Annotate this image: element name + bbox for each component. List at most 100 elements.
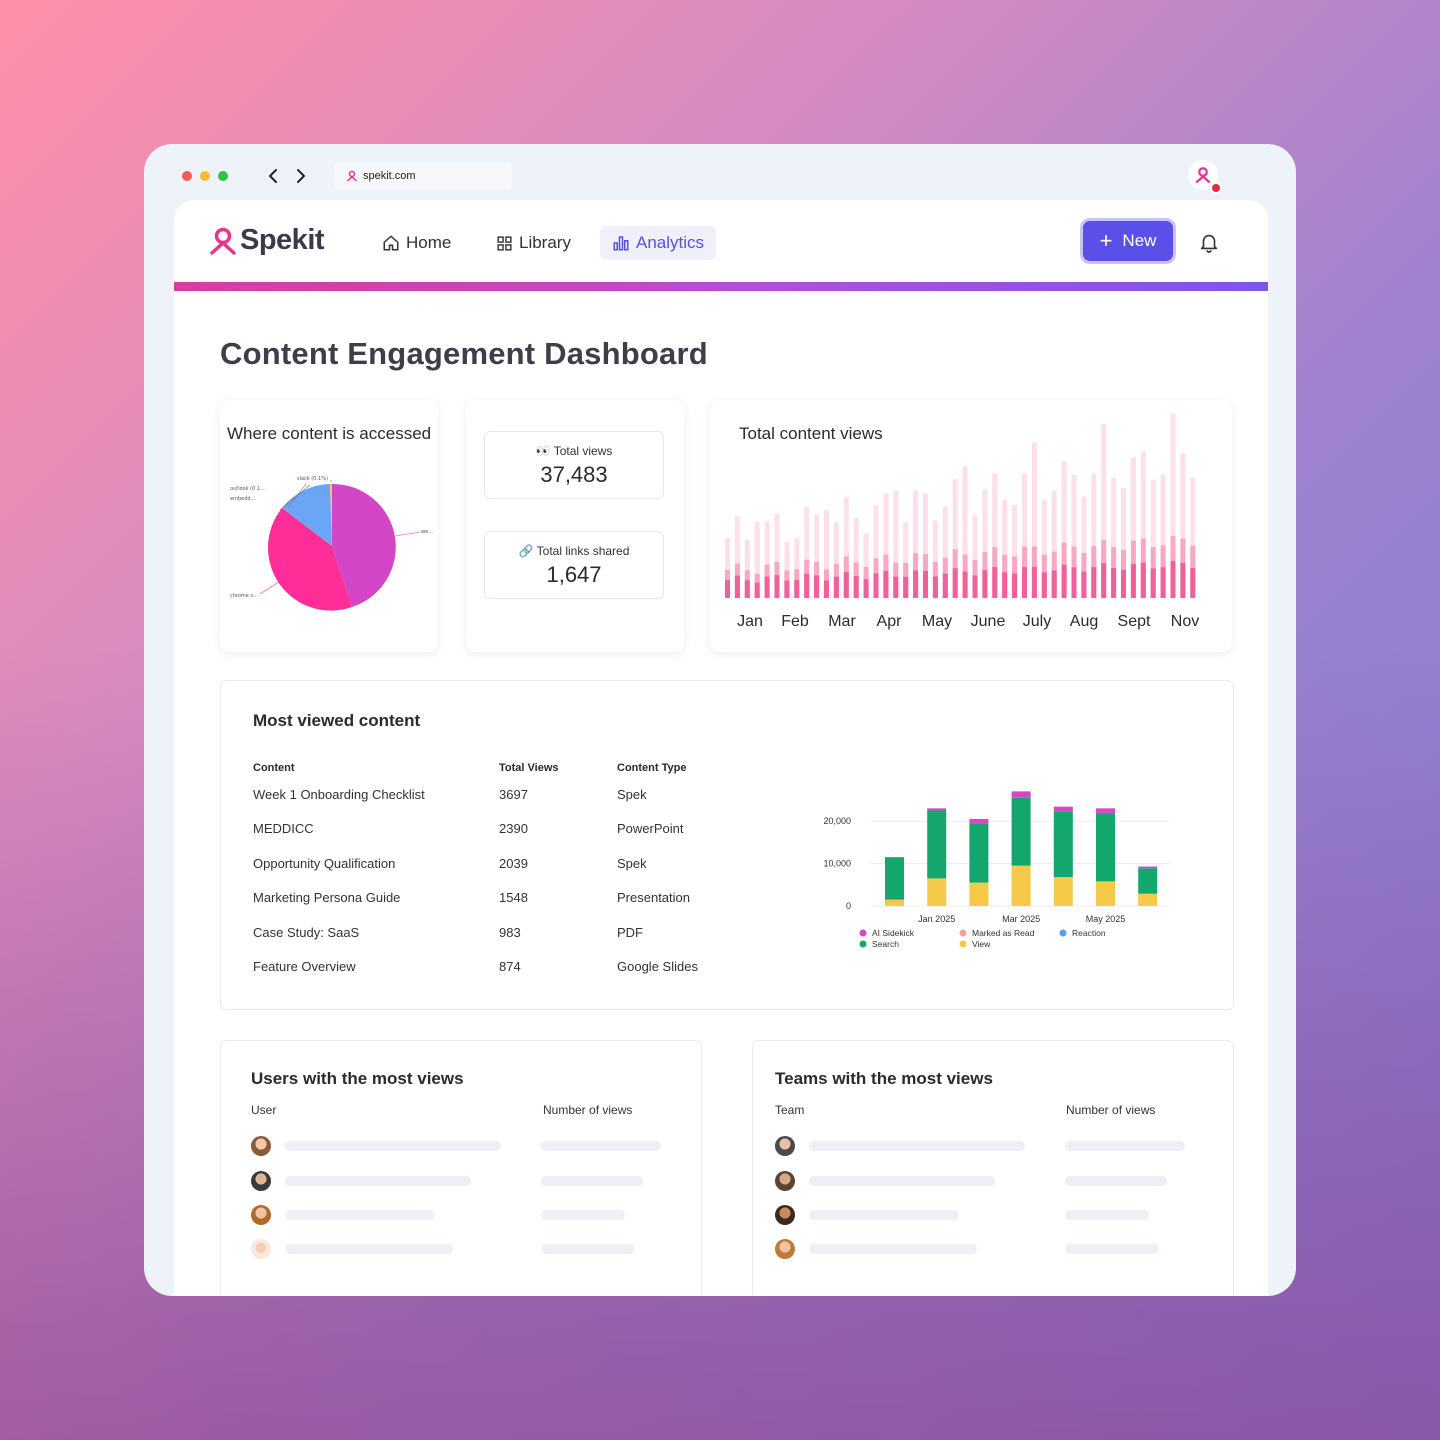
avatar[interactable] — [775, 1239, 795, 1259]
y-tick-label: 10,000 — [823, 859, 851, 869]
avatar[interactable] — [251, 1239, 271, 1259]
legend-swatch — [959, 940, 967, 948]
views-bar-background — [1022, 473, 1027, 598]
pie-slice-web — [332, 483, 396, 607]
back-arrow-icon[interactable] — [264, 164, 284, 188]
table-row[interactable]: Week 1 Onboarding Checklist 3697 Spek — [253, 786, 647, 802]
placeholder-bar — [285, 1176, 471, 1186]
views-bar-foreground — [764, 576, 770, 598]
stacked-bar-segment-view — [1053, 877, 1073, 906]
nav-home[interactable]: Home — [370, 226, 463, 260]
views-bar-foreground — [843, 571, 849, 598]
stacked-bar-segment-search — [1138, 868, 1158, 894]
views-bar-background — [1012, 505, 1018, 598]
top-navigation: Spekit Home Library Analytics + New — [174, 200, 1268, 288]
legend-label: Reaction — [1072, 928, 1106, 938]
placeholder-bar — [1065, 1176, 1167, 1186]
stacked-bar-segment-ai-sidekick — [1053, 806, 1073, 812]
views-bar-foreground — [952, 568, 958, 598]
col-content-type: Content Type — [617, 762, 687, 774]
placeholder-bar — [541, 1141, 661, 1151]
views-bar-background — [833, 522, 839, 598]
url-text: spekit.com — [363, 170, 416, 182]
maximize-window-dot[interactable] — [218, 171, 228, 181]
col-content: Content — [253, 762, 295, 774]
table-header: Content Total Views Content Type — [253, 759, 737, 777]
nav-analytics[interactable]: Analytics — [600, 226, 717, 260]
x-tick-label: Jan 2025 — [918, 914, 955, 924]
bell-icon[interactable] — [1198, 230, 1220, 259]
views-bar-background — [824, 510, 829, 598]
total-views-chart-title: Total content views — [739, 424, 883, 443]
close-window-dot[interactable] — [182, 171, 192, 181]
avatar[interactable] — [251, 1171, 271, 1191]
stacked-bar-segment-view — [969, 882, 989, 906]
x-tick-label: Mar 2025 — [1002, 914, 1040, 924]
new-button-label: New — [1122, 231, 1157, 250]
total-views-label: 👀 Total views — [535, 444, 613, 458]
views-bar-background — [972, 515, 978, 598]
links-shared-value: 1,647 — [546, 562, 602, 587]
table-row[interactable]: MEDDICC 2390 PowerPoint — [253, 821, 684, 837]
links-shared-stat: 🔗 Total links shared 1,647 — [484, 531, 664, 599]
spekit-logo[interactable]: Spekit — [210, 224, 325, 257]
views-bar-foreground — [794, 580, 800, 598]
links-shared-label: 🔗 Total links shared — [518, 544, 630, 558]
views-bar-foreground — [824, 580, 829, 598]
legend-swatch — [959, 929, 967, 937]
stacked-bar-segment-search — [1053, 811, 1073, 878]
views-bar-foreground — [744, 580, 750, 598]
views-bar-foreground — [1140, 562, 1146, 598]
views-bar-foreground — [1160, 567, 1166, 598]
legend-label: AI Sidekick — [872, 928, 915, 938]
views-bar-foreground — [725, 580, 730, 598]
placeholder-bar — [285, 1141, 501, 1151]
new-button[interactable]: + New — [1080, 218, 1176, 264]
views-bar-foreground — [972, 575, 978, 598]
link-icon: 🔗 — [518, 544, 537, 558]
views-bar-foreground — [1031, 566, 1037, 598]
views-bar-background — [883, 493, 889, 598]
month-tick-label: May — [922, 613, 952, 630]
views-bar-background — [1150, 479, 1156, 598]
table-row[interactable]: Opportunity Qualification 2039 Spek — [253, 855, 647, 871]
avatar[interactable] — [775, 1171, 795, 1191]
stacked-bar-segment-view — [1011, 865, 1031, 906]
views-bar-background — [863, 533, 869, 598]
views-bar-background — [1051, 490, 1057, 598]
views-bar-foreground — [804, 573, 810, 598]
nav-library[interactable]: Library — [484, 226, 583, 260]
views-bar-foreground — [942, 573, 948, 598]
views-bar-foreground — [913, 570, 919, 598]
browser-chrome: spekit.com — [144, 144, 1296, 200]
address-bar[interactable]: spekit.com — [334, 162, 512, 190]
views-bar-background — [962, 466, 968, 598]
placeholder-bar — [541, 1244, 635, 1254]
table-row[interactable]: Feature Overview 874 Google Slides — [253, 959, 698, 975]
views-bar-background — [913, 490, 919, 598]
avatar[interactable] — [775, 1205, 795, 1225]
legend-swatch — [859, 929, 867, 937]
avatar[interactable] — [251, 1136, 271, 1156]
label-embed: embedd... — [230, 496, 256, 502]
access-pie-chart: slack (0.1%) outlook (0.1... embedd... w… — [230, 476, 433, 611]
views-bar-background — [744, 539, 750, 598]
avatar[interactable] — [775, 1136, 795, 1156]
table-row[interactable]: Marketing Persona Guide 1548 Presentation — [253, 890, 690, 906]
views-bar-background — [804, 507, 810, 598]
total-views-stat: 👀 Total views 37,483 — [484, 431, 664, 499]
views-bar-background — [725, 538, 730, 598]
where-accessed-card: Where content is accessed slack (0.1%) o… — [220, 400, 438, 652]
browser-window: spekit.com Spekit Home Library — [144, 144, 1296, 1296]
views-bar-foreground — [903, 576, 909, 598]
table-row[interactable]: Case Study: SaaS 983 PDF — [253, 924, 643, 940]
label-web: we... — [421, 529, 433, 535]
views-bar-foreground — [1081, 571, 1087, 598]
avatar[interactable] — [251, 1205, 271, 1225]
views-bar-foreground — [1190, 567, 1196, 598]
minimize-window-dot[interactable] — [200, 171, 210, 181]
placeholder-bar — [1065, 1244, 1159, 1254]
forward-arrow-icon[interactable] — [290, 164, 310, 188]
views-bar-background — [893, 490, 899, 598]
legend-label: Search — [872, 939, 899, 949]
